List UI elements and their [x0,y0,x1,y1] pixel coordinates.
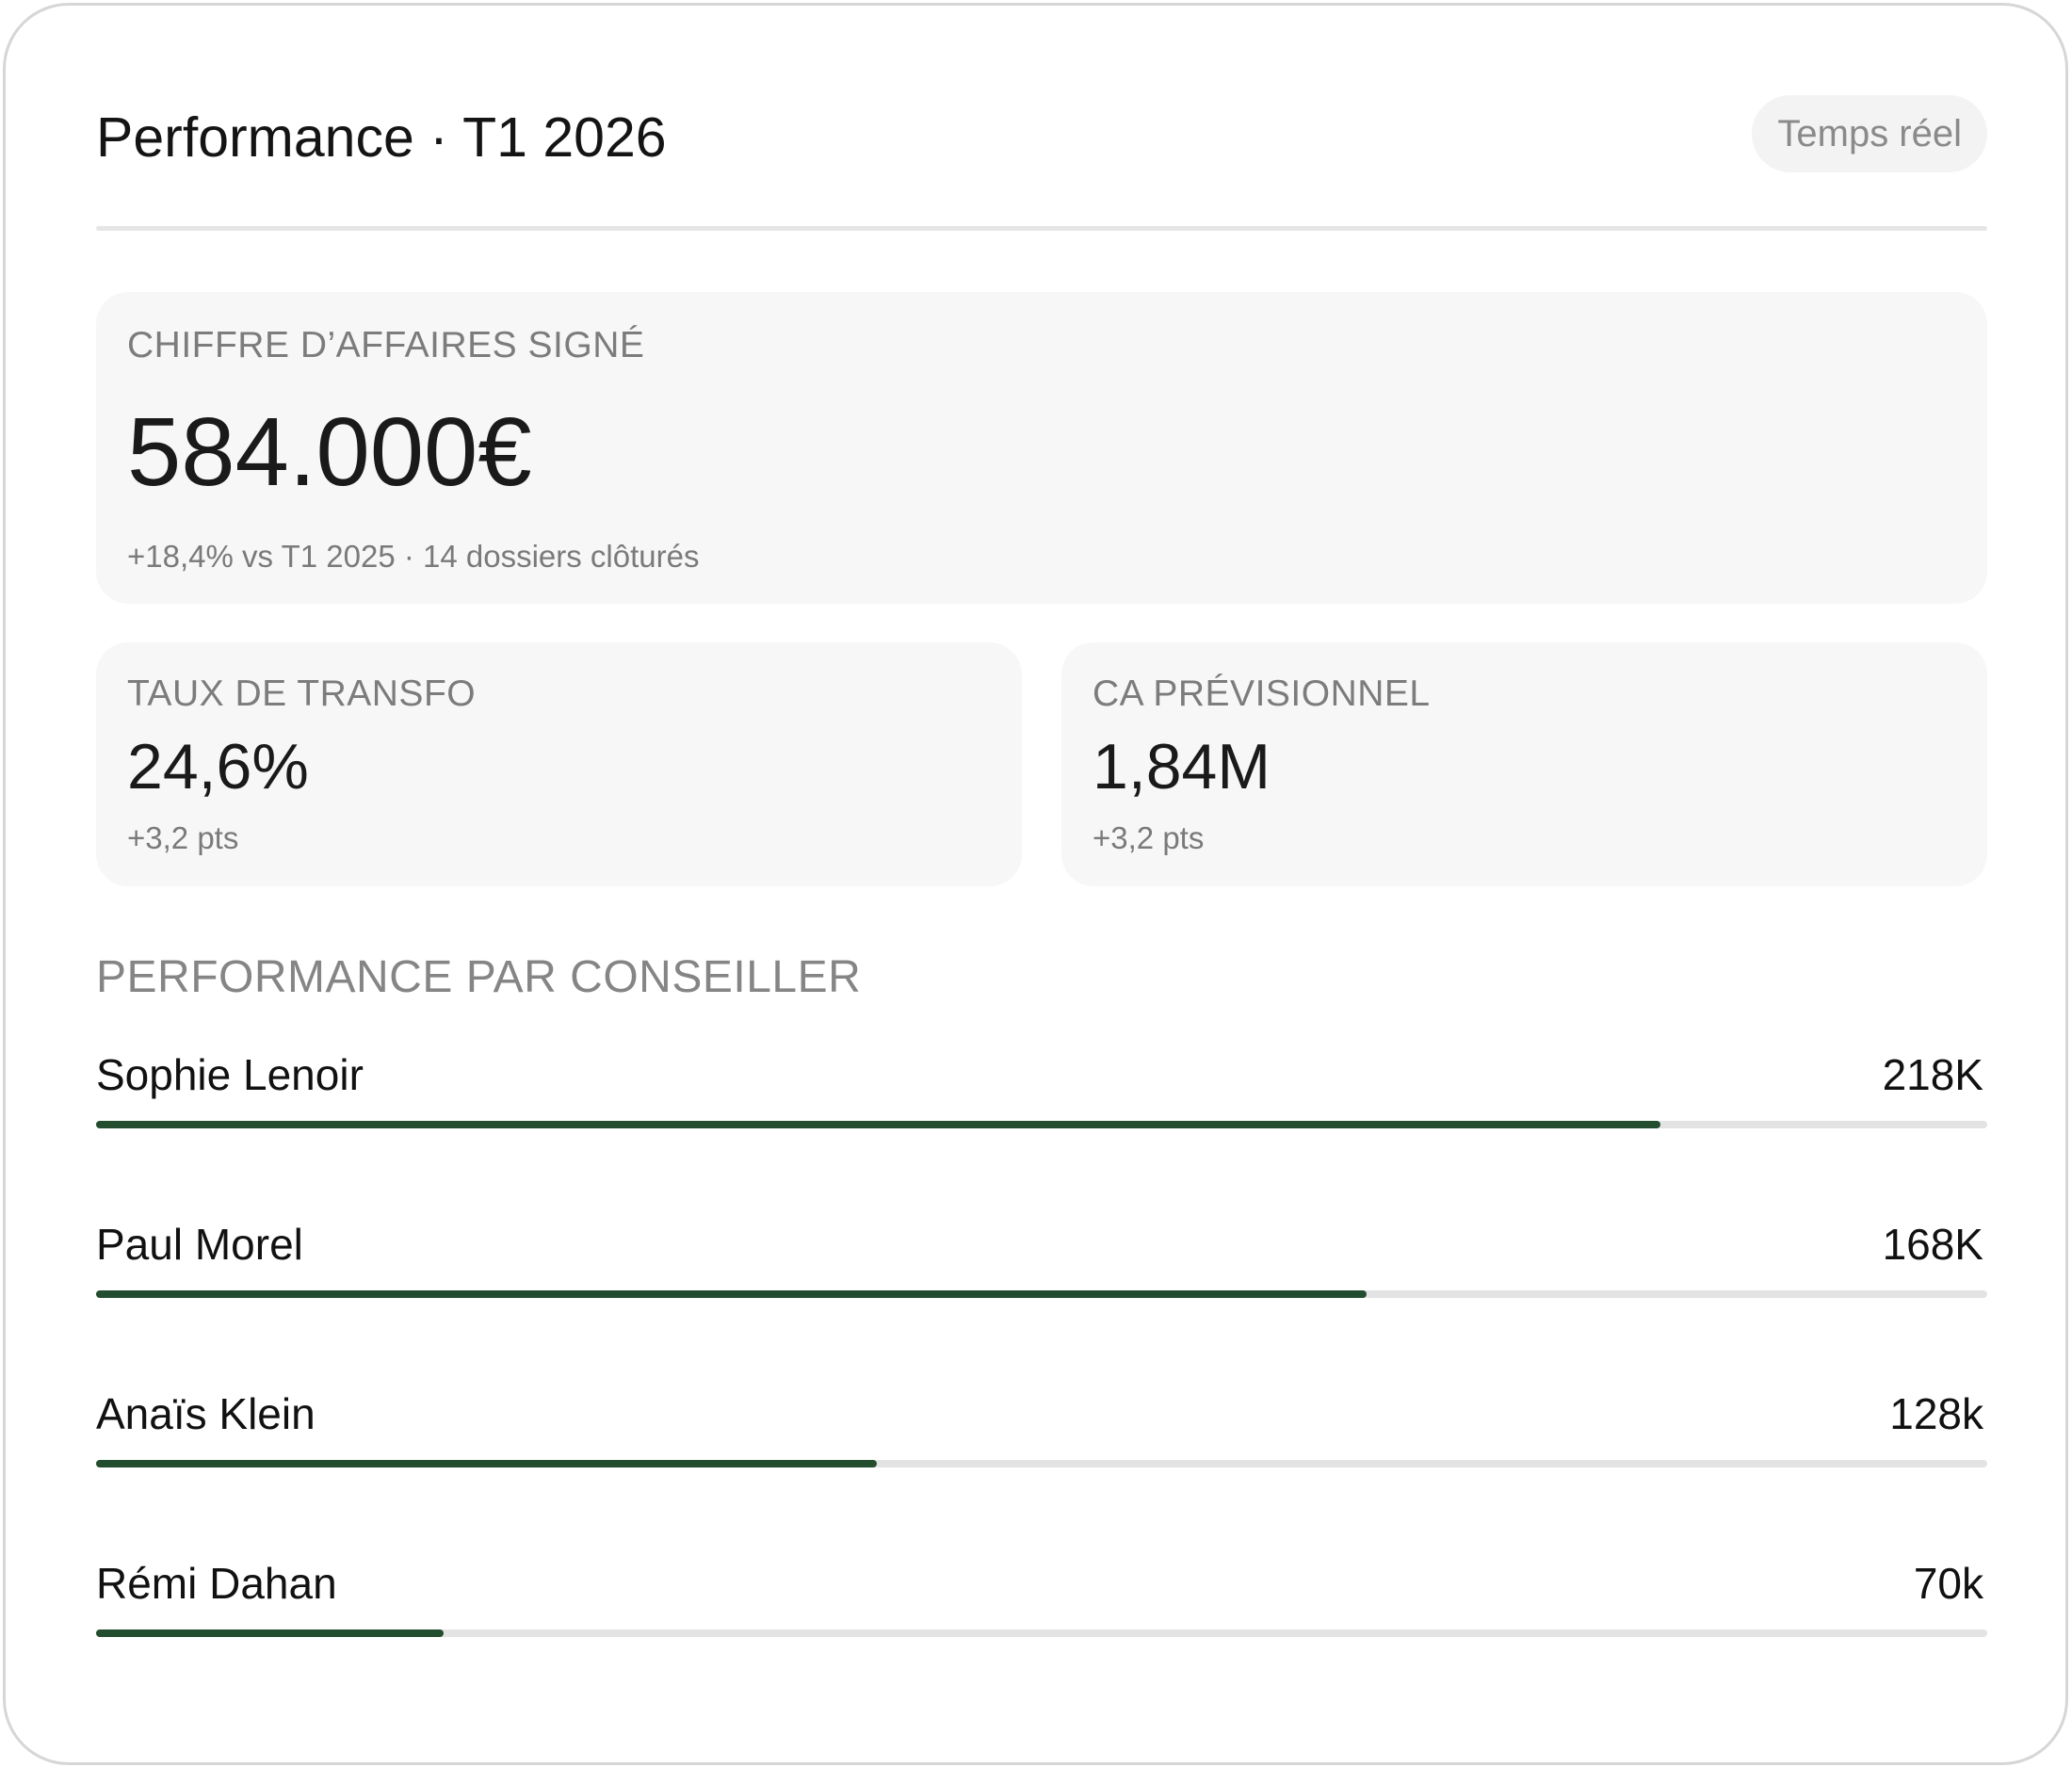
advisor-name: Rémi Dahan [96,1559,337,1608]
forecast-kpi-label: CA PRÉVISIONNEL [1093,673,1431,714]
advisors-section-title: PERFORMANCE PAR CONSEILLER [96,952,862,1002]
advisor-value: 128k [1889,1389,1983,1438]
advisor-name: Sophie Lenoir [96,1050,364,1099]
advisor-row[interactable]: Paul Morel 168K [96,1217,1987,1386]
advisor-value: 70k [1913,1559,1983,1608]
advisor-name: Paul Morel [96,1220,303,1269]
advisor-progress-fill [96,1460,878,1467]
forecast-kpi-card: CA PRÉVISIONNEL 1,84M +3,2 pts [1061,642,1987,886]
conversion-kpi-value: 24,6% [127,731,309,802]
page-title: Performance · T1 2026 [96,106,667,169]
forecast-kpi-value: 1,84M [1093,731,1271,802]
revenue-kpi-value: 584.000€ [127,397,532,506]
conversion-kpi-card: TAUX DE TRANSFO 24,6% +3,2 pts [96,642,1022,886]
advisor-progress-track [96,1121,1987,1128]
advisor-name: Anaïs Klein [96,1389,316,1438]
advisor-progress-fill [96,1290,1368,1298]
performance-card: Performance · T1 2026 Temps réel CHIFFRE… [3,3,2068,1765]
revenue-kpi-label: CHIFFRE D’AFFAIRES SIGNÉ [127,325,645,365]
advisor-row[interactable]: Sophie Lenoir 218K [96,1047,1987,1217]
advisor-progress-track [96,1460,1987,1467]
advisor-progress-fill [96,1121,1660,1128]
advisor-row[interactable]: Anaïs Klein 128k [96,1386,1987,1556]
advisor-progress-track [96,1629,1987,1637]
advisor-value: 168K [1882,1220,1983,1269]
advisor-progress-fill [96,1629,445,1637]
revenue-kpi-subtext: +18,4% vs T1 2025 · 14 dossiers clôturés [127,539,700,574]
conversion-kpi-label: TAUX DE TRANSFO [127,673,477,714]
advisor-value: 218K [1882,1050,1983,1099]
revenue-kpi-card: CHIFFRE D’AFFAIRES SIGNÉ 584.000€ +18,4%… [96,292,1987,604]
advisors-list: Sophie Lenoir 218K Paul Morel 168K Anaïs… [96,1047,1987,1726]
forecast-kpi-subtext: +3,2 pts [1093,820,1205,855]
realtime-badge[interactable]: Temps réel [1752,95,1987,172]
header-divider [96,226,1987,231]
card-header: Performance · T1 2026 Temps réel [96,95,1987,174]
advisor-row[interactable]: Rémi Dahan 70k [96,1556,1987,1726]
advisor-progress-track [96,1290,1987,1298]
conversion-kpi-subtext: +3,2 pts [127,820,239,855]
